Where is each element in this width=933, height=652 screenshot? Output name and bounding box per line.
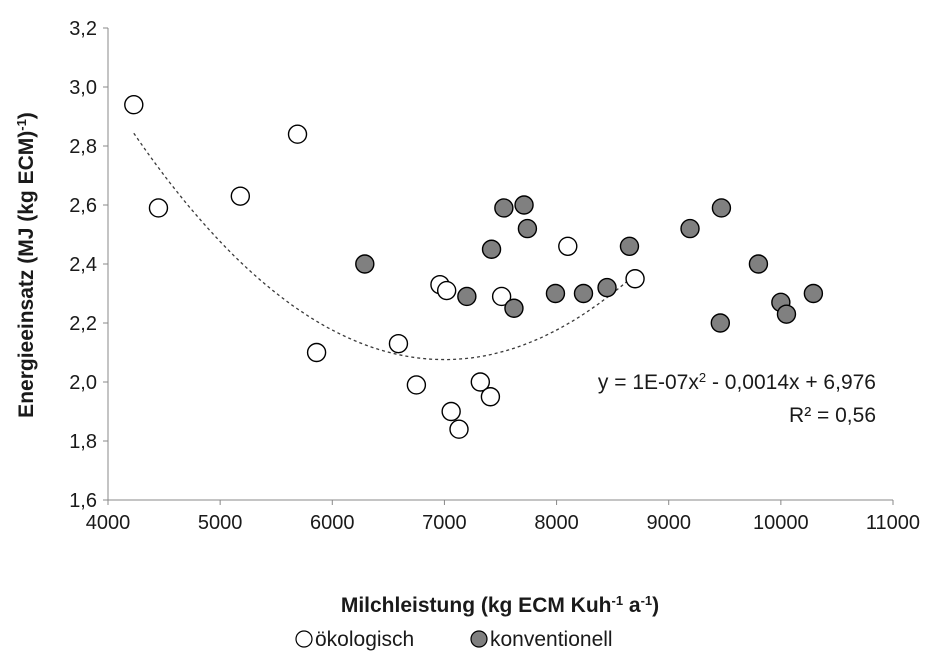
x-axis-title: Milchleistung (kg ECM Kuh-1 a-1) [341,593,659,618]
y-axis-title: Energieeinsatz (MJ (kg ECM)-1) [14,112,39,418]
data-point-oekologisch [558,236,578,257]
data-point-oekologisch [625,269,645,289]
legend-label-konventionell: konventionell [490,628,613,651]
data-point-oekologisch [441,401,461,422]
data-point-konventionell [355,254,375,274]
data-point-oekologisch [388,333,409,354]
data-point-konventionell [619,236,640,257]
y-tick-label: 2,2 [69,313,97,335]
data-point-oekologisch [287,124,308,144]
legend-item-konventionell: konventionell [470,628,613,651]
data-point-konventionell [597,277,617,298]
y-tick-label: 2,0 [69,372,97,394]
data-point-oekologisch [436,280,457,301]
data-points [124,94,824,439]
trendline-equation: y = 1E-07x2 - 0,0014x + 6,976 [598,370,876,395]
trendline [133,132,636,361]
data-point-konventionell [776,304,797,324]
data-point-oekologisch [124,94,144,115]
y-tick-label: 3,0 [69,77,97,99]
data-point-oekologisch [470,372,491,392]
x-tick-label: 8000 [534,512,579,534]
y-tick-label: 2,4 [69,254,97,276]
y-tick-label: 2,6 [69,195,97,217]
x-tick-label: 9000 [646,512,691,534]
data-point-konventionell [711,198,732,218]
y-tick-label: 1,6 [69,490,97,512]
x-tick-label: 6000 [310,512,355,534]
x-tick-label: 4000 [86,512,131,534]
data-point-oekologisch [148,198,169,218]
data-point-konventionell [481,239,502,259]
y-axis-ticks: 1,6 1,8 2,0 2,2 2,4 2,6 2,8 3,0 3,2 [69,18,108,512]
data-point-konventionell [494,198,514,218]
data-point-konventionell [803,283,824,304]
data-point-oekologisch [491,286,512,307]
data-point-konventionell [504,298,524,318]
data-point-konventionell [545,283,566,304]
legend-marker-konventionell [470,630,488,648]
data-point-konventionell [514,195,534,215]
data-point-konventionell [517,218,538,239]
y-tick-label: 3,2 [69,18,97,40]
data-point-konventionell [748,254,769,274]
data-point-oekologisch [306,342,327,363]
data-point-oekologisch [406,375,427,395]
x-tick-label: 10000 [753,512,809,534]
data-point-konventionell [710,313,730,333]
trendline-r-squared: R² = 0,56 [789,404,876,427]
legend-label-oekologisch: ökologisch [315,628,414,651]
legend-marker-oekologisch [295,630,313,648]
data-point-oekologisch [230,186,251,206]
y-tick-label: 2,8 [69,136,97,158]
data-point-oekologisch [449,419,469,439]
x-tick-label: 11000 [866,512,920,534]
legend: ökologisch konventionell [295,628,613,651]
data-point-konventionell [457,286,477,307]
x-tick-label: 7000 [422,512,467,534]
plot-area: 1,6 1,8 2,0 2,2 2,4 2,6 2,8 3,0 3,2 4000 5000 6000… [69,18,920,534]
y-tick-label: 1,8 [69,431,97,453]
data-point-konventionell [680,218,700,239]
x-tick-label: 5000 [198,512,243,534]
legend-item-oekologisch: ökologisch [295,628,414,651]
data-point-konventionell [573,283,594,304]
x-axis-ticks: 4000 5000 6000 7000 8000 9000 10000 11000 [86,500,920,534]
data-point-oekologisch [480,387,501,407]
